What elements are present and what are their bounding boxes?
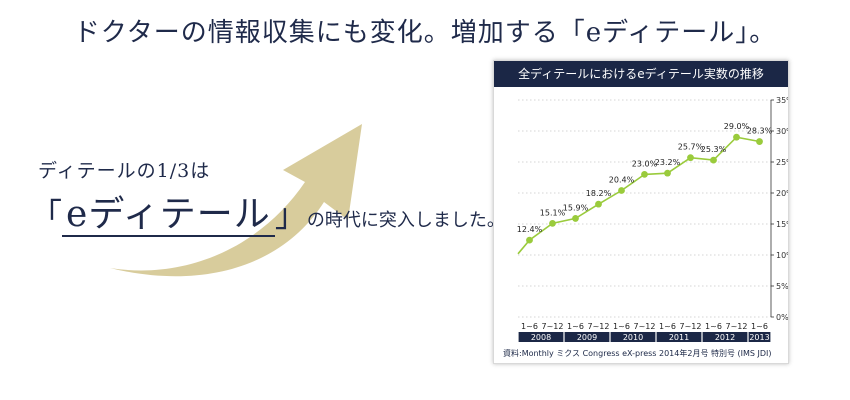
year-bar — [610, 332, 656, 342]
rising-arrow-icon — [110, 124, 362, 277]
year-label: 2009 — [577, 333, 597, 342]
year-bar — [656, 332, 702, 342]
data-label: 20.4% — [609, 176, 635, 185]
year-bar — [518, 332, 564, 342]
data-point — [549, 219, 556, 227]
y-tick-label: 5% — [776, 282, 788, 291]
data-label: 23.2% — [655, 158, 681, 167]
lead-line-2: 「eディテール 」の時代に突入しました。 — [30, 185, 505, 237]
data-label: 25.7% — [678, 143, 704, 152]
x-tick-label: 1~6 — [567, 322, 584, 331]
year-label: 2010 — [623, 333, 643, 342]
x-tick-label: 1~6 — [521, 322, 538, 331]
y-tick-label: 30% — [776, 127, 788, 136]
year-label: 2012 — [715, 333, 735, 342]
x-tick-label: 1~6 — [751, 322, 768, 331]
data-label: 18.2% — [586, 189, 612, 198]
y-tick-label: 10% — [776, 251, 788, 260]
data-label: 25.3% — [701, 145, 727, 154]
data-point — [664, 169, 671, 177]
y-tick-label: 20% — [776, 189, 788, 198]
rising-arrow-shape — [110, 124, 362, 277]
data-point — [595, 200, 602, 208]
x-tick-label: 7~12 — [726, 322, 748, 331]
data-point — [641, 171, 648, 178]
data-point — [687, 154, 694, 162]
x-tick-label: 7~12 — [542, 322, 564, 331]
x-tick-label: 7~12 — [680, 322, 702, 331]
data-label: 23.0% — [632, 159, 658, 168]
data-label: 12.4% — [517, 225, 543, 234]
x-tick-label: 1~6 — [613, 322, 630, 331]
year-label: 2013 — [749, 333, 769, 342]
series-line — [517, 136, 760, 255]
page-headline: ドクターの情報収集にも変化。増加する「eディテール」。 — [73, 18, 777, 48]
lead-line-1: ディテールの1/3は — [38, 160, 211, 182]
y-tick-label: 25% — [776, 158, 788, 167]
y-tick-label: 15% — [776, 220, 788, 229]
data-point — [756, 138, 763, 145]
year-bar — [702, 332, 748, 342]
data-label: 29.0% — [724, 122, 750, 131]
open-bracket: 「 — [30, 196, 63, 234]
x-tick-label: 7~12 — [634, 322, 656, 331]
chart-title: 全ディテールにおけるeディテール実数の推移 — [494, 61, 788, 87]
data-point — [572, 215, 579, 222]
y-tick-label: 0% — [776, 313, 788, 322]
data-label: 28.3% — [747, 127, 773, 136]
data-point — [710, 156, 717, 164]
x-tick-label: 7~12 — [588, 322, 610, 331]
y-tick-label: 35% — [776, 96, 788, 105]
data-point — [526, 236, 533, 244]
x-tick-label: 1~6 — [659, 322, 676, 331]
year-bar — [564, 332, 610, 342]
e-detail-term: eディテール — [62, 194, 275, 237]
x-tick-label: 1~6 — [705, 322, 722, 331]
year-label: 2008 — [531, 333, 551, 342]
data-label: 15.9% — [563, 203, 589, 212]
close-bracket: 」 — [274, 196, 307, 234]
line-chart: 0% 5% 10% 15% 20% 25% 30% 35% 12.4% 15.1%15.9% 18.… — [517, 96, 788, 342]
year-label: 2011 — [669, 333, 689, 342]
chart-panel: 全ディテールにおけるeディテール実数の推移 0% 5% 10% 15% 20% 25% 30… — [493, 60, 789, 364]
lead-line-2-tail: の時代に突入しました。 — [306, 210, 505, 231]
year-bar — [748, 332, 771, 342]
data-point — [618, 187, 625, 194]
chart-source: 資料:Monthly ミクス Congress eX-press 2014年2月… — [503, 349, 772, 358]
data-point — [733, 133, 740, 141]
data-label: 15.1% — [540, 208, 566, 217]
